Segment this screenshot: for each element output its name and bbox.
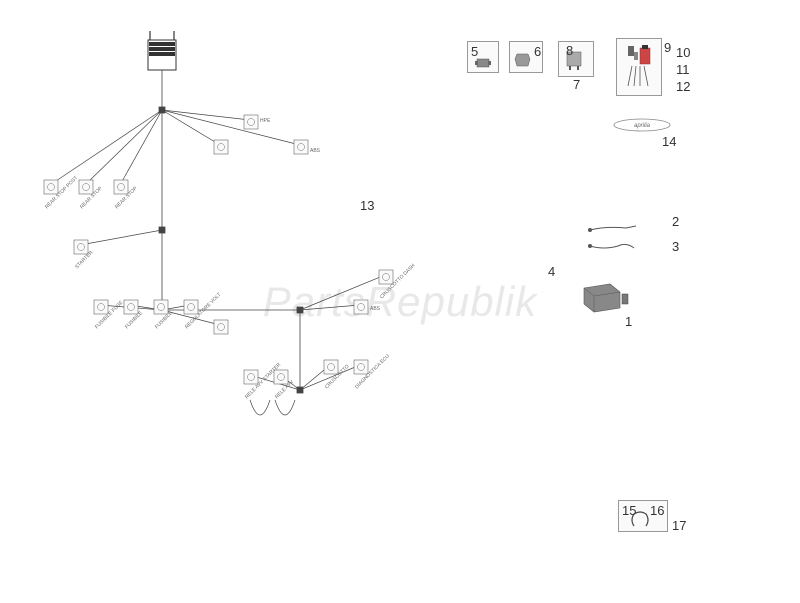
callout-8: 8 [566,43,573,58]
callout-15: 15 [622,503,636,518]
callout-3: 3 [672,239,679,254]
ecu-box-icon [580,280,630,314]
callout-6: 6 [534,44,541,59]
callout-12: 12 [676,79,690,94]
callout-13: 13 [360,198,374,213]
relay-icon-6 [514,52,532,68]
aprilia-badge-icon: aprilia [612,118,672,132]
battery-icon [148,31,176,70]
callout-10: 10 [676,45,690,60]
callout-2: 2 [672,214,679,229]
callout-9: 9 [664,40,671,55]
callout-17: 17 [672,518,686,533]
callout-4: 4 [548,264,555,279]
connector-assembly-icon [622,44,658,92]
callout-11: 11 [676,62,690,77]
callout-5: 5 [471,44,478,59]
callout-16: 16 [650,503,664,518]
connector-label: ABS [370,306,380,312]
callout-7: 7 [573,77,580,92]
connector-boxes [44,115,393,384]
connector-label: ABS [310,148,320,154]
callout-1: 1 [625,314,632,329]
callout-14: 14 [662,134,676,149]
harness-trunk [159,70,303,393]
wire-icon [586,222,646,262]
connector-label: HPE [260,118,270,124]
svg-text:aprilia: aprilia [634,123,651,129]
